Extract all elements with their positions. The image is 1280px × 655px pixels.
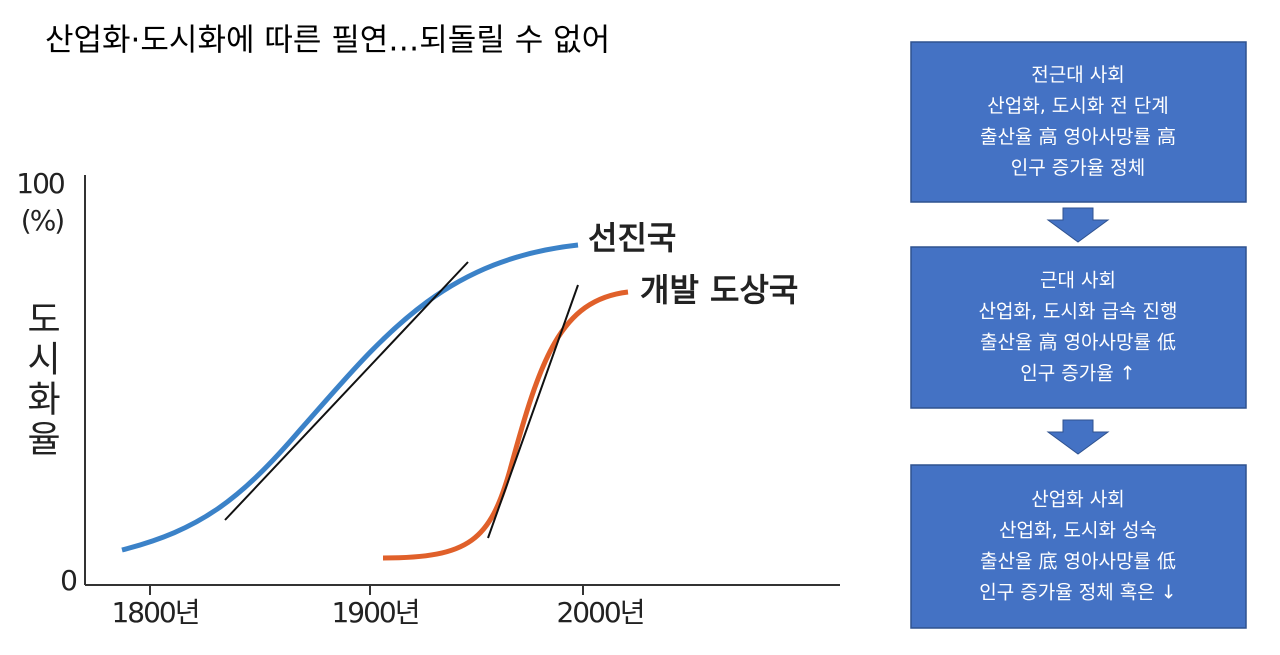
- series-label: 개발 도상국: [640, 271, 798, 309]
- tangent: [224, 261, 469, 521]
- box-line: 산업화, 도시화 전 단계: [987, 95, 1168, 117]
- box-line: 출산율 高 영아사망률 高: [980, 126, 1176, 148]
- x-label: 1900년: [331, 596, 418, 629]
- box-line: 출산율 高 영아사망률 低: [980, 332, 1176, 354]
- box-line: 전근대 사회: [1031, 64, 1124, 86]
- x-label: 1800년: [111, 596, 198, 629]
- y-top-label: 100: [16, 167, 64, 200]
- y-unit: (%): [21, 204, 64, 237]
- box-line: 출산율 底 영아사망률 低: [980, 551, 1176, 573]
- arrow: [1046, 207, 1110, 243]
- y-axis-label: 도시화율: [20, 300, 61, 460]
- box: [910, 246, 1247, 409]
- box-line: 산업화, 도시화 급속 진행: [979, 301, 1178, 323]
- box-line: 산업화, 도시화 성숙: [999, 520, 1157, 542]
- box: [910, 41, 1247, 203]
- series-label: 선진국: [588, 219, 676, 257]
- box-line: 인구 증가율 ↑: [1020, 363, 1135, 385]
- box-line: 근대 사회: [1040, 270, 1116, 292]
- chart: 100 (%) 0 1800년 1900년 2000년 선진국 개발 도상국: [16, 167, 840, 629]
- arrow: [1046, 419, 1110, 455]
- curve-developing: [382, 289, 629, 561]
- curve-developed: [121, 242, 579, 553]
- tangent: [487, 284, 579, 539]
- box-line: 산업화 사회: [1031, 489, 1124, 511]
- box-line: 인구 증가율 정체 혹은 ↓: [979, 582, 1176, 604]
- title: 산업화·도시화에 따른 필연…되돌릴 수 없어: [45, 23, 610, 59]
- box-line: 인구 증가율 정체: [1011, 157, 1145, 179]
- y-bottom-label: 0: [60, 564, 76, 597]
- x-label: 2000년: [556, 596, 643, 629]
- box: [910, 464, 1247, 629]
